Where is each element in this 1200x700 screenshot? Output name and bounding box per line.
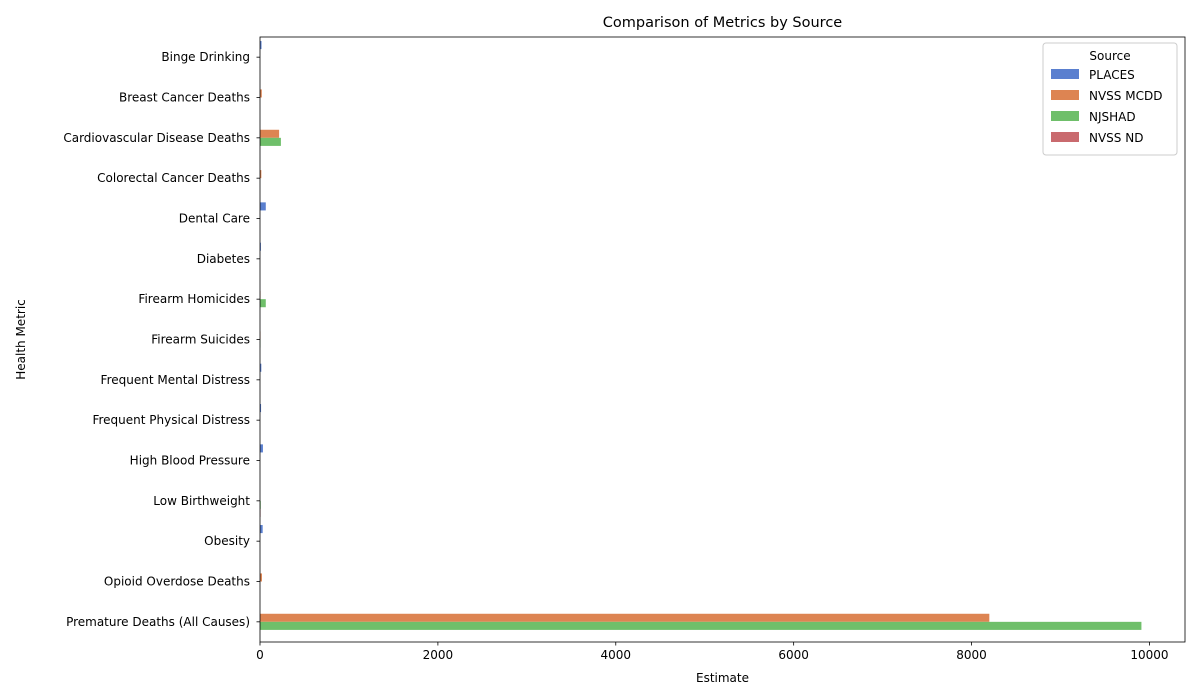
- bar: [260, 129, 280, 138]
- bar: [260, 242, 261, 251]
- bar: [260, 444, 263, 453]
- legend-swatch: [1051, 132, 1079, 142]
- legend-swatch: [1051, 90, 1079, 100]
- y-tick-label: Firearm Homicides: [138, 292, 250, 306]
- bar: [260, 202, 266, 211]
- y-tick-label: Premature Deaths (All Causes): [66, 615, 250, 629]
- x-tick-label: 4000: [600, 648, 631, 662]
- y-tick-label: High Blood Pressure: [130, 454, 250, 468]
- bar: [260, 613, 990, 622]
- bar: [260, 170, 262, 179]
- bar: [260, 621, 1142, 630]
- y-tick-label: Cardiovascular Disease Deaths: [63, 131, 250, 145]
- y-tick-label: Firearm Suicides: [151, 333, 250, 347]
- legend: Source PLACES NVSS MCDD NJSHAD NVSS ND: [1042, 42, 1178, 156]
- y-tick-label: Obesity: [204, 534, 250, 548]
- x-axis-title: Estimate: [696, 671, 749, 685]
- y-tick-label: Frequent Physical Distress: [92, 413, 250, 427]
- bar: [260, 41, 262, 50]
- y-tick-label: Breast Cancer Deaths: [119, 91, 250, 105]
- legend-label: PLACES: [1089, 68, 1135, 82]
- x-tick-label: 10000: [1130, 648, 1168, 662]
- x-tick-label: 2000: [423, 648, 454, 662]
- y-tick-label: Frequent Mental Distress: [101, 373, 250, 387]
- x-tick-label: 8000: [956, 648, 987, 662]
- legend-items: PLACES NVSS MCDD NJSHAD NVSS ND: [1051, 68, 1162, 145]
- bar: [260, 299, 266, 308]
- legend-label: NJSHAD: [1089, 110, 1136, 124]
- bar: [260, 525, 263, 534]
- legend-swatch: [1051, 111, 1079, 121]
- y-ticks-group: Binge Drinking Breast Cancer Deaths Cardio…: [63, 50, 260, 629]
- legend-title: Source: [1089, 49, 1130, 63]
- y-tick-label: Diabetes: [197, 252, 250, 266]
- x-ticks-group: 0 2000 4000 6000 8000 10000: [256, 642, 1169, 662]
- y-tick-label: Dental Care: [179, 212, 250, 226]
- bar: [260, 363, 262, 372]
- bar: [260, 89, 262, 98]
- x-tick-label: 0: [256, 648, 264, 662]
- y-tick-label: Opioid Overdose Deaths: [104, 575, 250, 589]
- bar: [260, 137, 281, 146]
- y-tick-label: Binge Drinking: [161, 50, 250, 64]
- bar: [260, 573, 262, 582]
- x-tick-label: 6000: [778, 648, 809, 662]
- legend-swatch: [1051, 69, 1079, 79]
- y-tick-label: Low Birthweight: [153, 494, 250, 508]
- chart-title: Comparison of Metrics by Source: [603, 15, 843, 31]
- bar: [260, 404, 262, 413]
- y-axis-title: Health Metric: [14, 299, 28, 380]
- legend-label: NVSS ND: [1089, 131, 1143, 145]
- legend-label: NVSS MCDD: [1089, 89, 1162, 103]
- y-tick-label: Colorectal Cancer Deaths: [97, 171, 250, 185]
- bars-group: [260, 41, 1142, 630]
